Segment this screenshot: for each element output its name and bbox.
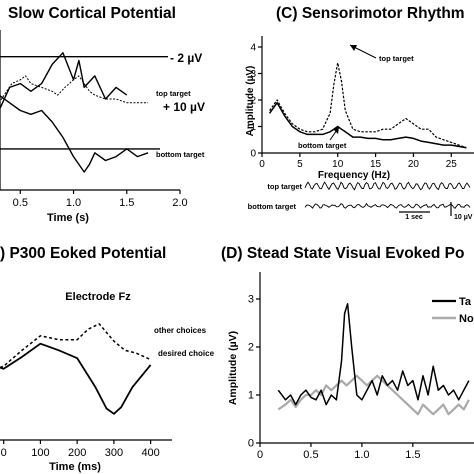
panel-b-title: ) P300 Eoked Potential bbox=[0, 245, 166, 262]
panel-c-ylabel: Amplitude (µV) bbox=[245, 66, 256, 137]
panel-d-title: (D) Stead State Visual Evoked Po bbox=[221, 245, 464, 262]
panel-c-ytick-label: 0 bbox=[250, 149, 256, 160]
panel-d-ytick-label: 1 bbox=[248, 390, 254, 402]
panel-d-xtick-label: 1.0 bbox=[354, 449, 369, 461]
panel-a-plot: 0.5 1.0 1.5 2.0 bbox=[0, 30, 188, 209]
panel-b-xtick-label: 0 bbox=[1, 447, 7, 459]
panel-a-label-top-target: top target bbox=[156, 89, 191, 98]
panel-a-series-2 bbox=[0, 94, 149, 173]
panel-d-ylabel: Amplitude (µV) bbox=[227, 331, 239, 405]
panel-b-plot: 0 100 200 300 400 bbox=[0, 323, 172, 459]
panel-d-xtick-label: 1.5 bbox=[405, 449, 420, 461]
panel-c-trace-label-top: top target bbox=[267, 182, 302, 191]
panel-a-label-bottom-target: bottom target bbox=[156, 150, 205, 159]
panel-a-xtick-label: 0.5 bbox=[13, 197, 28, 209]
panel-c-annot-bottom-target: bottom target bbox=[298, 141, 347, 150]
panel-c-plot: 0 5 10 15 20 25 0 1 2 3 4 bbox=[250, 36, 474, 216]
panel-c-trace-label-bottom: bottom target bbox=[248, 202, 297, 211]
panel-d-xtick-label: 0 bbox=[257, 449, 263, 461]
panel-c-xtick-label: 20 bbox=[408, 159, 420, 170]
panel-c-scale-time: 1 sec bbox=[405, 214, 423, 221]
panel-b-label-desired: desired choice bbox=[158, 349, 215, 358]
panel-c-xlabel: Frequency (Hz) bbox=[318, 170, 390, 181]
panel-c-xtick-label: 10 bbox=[332, 159, 344, 170]
panel-b-xlabel: Time (ms) bbox=[49, 461, 101, 473]
panel-b-series-1 bbox=[0, 342, 152, 415]
panel-c-ytick-label: 1 bbox=[250, 122, 256, 133]
panel-a-xtick-label: 1.0 bbox=[66, 197, 81, 209]
panel-c-ytick-label: 2 bbox=[250, 96, 256, 107]
panel-b-xtick-label: 400 bbox=[141, 447, 159, 459]
panel-b-xtick-label: 100 bbox=[31, 447, 49, 459]
panel-c-eeg-trace-top bbox=[304, 181, 471, 191]
panel-b-subtitle: Electrode Fz bbox=[65, 291, 131, 303]
panel-a-xtick-label: 1.5 bbox=[119, 197, 134, 209]
panel-c-ytick-label: 3 bbox=[250, 69, 256, 80]
panel-d-legend-ta: Ta bbox=[459, 296, 472, 308]
panel-c-arrowhead-top bbox=[350, 45, 357, 51]
panel-c-annot-top-target: top target bbox=[379, 54, 414, 63]
panel-d-plot: 0 0.5 1.0 1.5 0 1 2 3 bbox=[248, 272, 474, 461]
panel-c-eeg-trace-bottom bbox=[304, 202, 471, 209]
panel-c-xtick-label: 0 bbox=[259, 159, 265, 170]
panel-a-xlabel: Time (s) bbox=[47, 212, 89, 224]
panel-c-title: (C) Sensorimotor Rhythm bbox=[276, 5, 465, 22]
panel-c-arrowhead-bottom bbox=[333, 127, 339, 134]
panel-b-xtick-label: 300 bbox=[105, 447, 123, 459]
panel-b-xtick-label: 200 bbox=[68, 447, 86, 459]
panel-c-ytick-label: 4 bbox=[250, 43, 256, 54]
panel-c-xtick-label: 25 bbox=[446, 159, 458, 170]
panel-a-series-1 bbox=[0, 52, 128, 110]
panel-c-series-0 bbox=[269, 62, 467, 149]
panel-b-label-other: other choices bbox=[154, 326, 207, 335]
panel-c-xtick-label: 5 bbox=[297, 159, 303, 170]
panel-c-scale-amp: 10 µV bbox=[454, 214, 473, 221]
panel-d-ytick-label: 0 bbox=[248, 438, 254, 450]
panel-c-series-1 bbox=[268, 101, 467, 149]
panel-a-title: Slow Cortical Potential bbox=[8, 5, 176, 22]
panel-a-refline-pos10: + 10 µV bbox=[163, 100, 205, 114]
panel-d-ytick-label: 3 bbox=[248, 294, 254, 306]
panel-a-xtick-label: 2.0 bbox=[172, 197, 187, 209]
panel-d-series-1 bbox=[277, 374, 470, 416]
panel-d-legend-no: No bbox=[459, 313, 474, 325]
panel-a-refline-neg2: - 2 µV bbox=[170, 51, 202, 65]
panel-c-xtick-label: 15 bbox=[370, 159, 382, 170]
panel-d-ytick-label: 2 bbox=[248, 342, 254, 354]
panel-b-series-0 bbox=[0, 323, 151, 369]
panel-d-xtick-label: 0.5 bbox=[303, 449, 318, 461]
panel-d-series-0 bbox=[277, 303, 470, 406]
